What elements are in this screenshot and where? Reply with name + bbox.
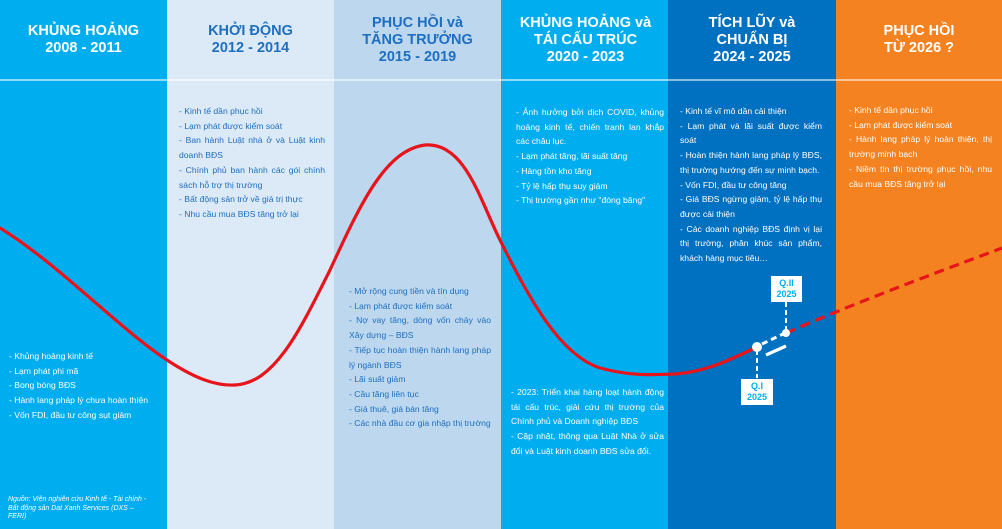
phase-bullets: - Kinh tế dần phục hồi - Lạm phát được k… bbox=[849, 103, 992, 191]
phase-header: KHỦNG HOẢNG và TÁI CẤU TRÚC 2020 - 2023 bbox=[503, 0, 668, 80]
phase-bullets: - Kinh tế vĩ mô dần cải thiện - Lạm phát… bbox=[680, 104, 822, 266]
bullet-item: - 2023: Triển khai hàng loạt hành động t… bbox=[511, 387, 664, 427]
bullet-item: - Vốn FDI, đầu tư công tăng bbox=[680, 179, 787, 190]
phase-bullets: - Kinh tế dần phục hồi - Lạm phát được k… bbox=[179, 104, 325, 222]
bullet-item: - Khủng hoảng kinh tế bbox=[9, 351, 94, 361]
phase-header: PHỤC HỒI TỪ 2026 ? bbox=[836, 0, 1002, 80]
phase-title: KHỦNG HOẢNG 2008 - 2011 bbox=[27, 23, 140, 56]
source-note: Nguồn: Viện nghiên cứu Kinh tế - Tài chí… bbox=[8, 496, 147, 520]
header-divider bbox=[0, 79, 1002, 81]
bullet-item: - Tỷ lệ hấp thụ suy giảm bbox=[516, 180, 608, 191]
phase-header: TÍCH LŨY và CHUẨN BỊ 2024 - 2025 bbox=[668, 0, 836, 80]
bullet-item: - Hoàn thiện hành lang pháp lý BĐS, thị … bbox=[680, 150, 822, 175]
phase-header: PHỤC HỒI và TĂNG TRƯỞNG 2015 - 2019 bbox=[334, 0, 501, 80]
bullet-item: - Các doanh nghiệp BĐS định vị lại thị t… bbox=[680, 223, 822, 264]
bullet-item: - Giá BĐS ngừng giảm, tỷ lệ hấp thụ được… bbox=[680, 194, 822, 219]
phase-column-2024-2025: TÍCH LŨY và CHUẨN BỊ 2024 - 2025 - Kinh … bbox=[668, 0, 836, 529]
q2-2025-label: Q.II 2025 bbox=[771, 276, 802, 302]
bullet-item: - Chính phủ ban hành các gói chính sách … bbox=[179, 164, 325, 190]
phase-column-2012-2014: KHỞI ĐỘNG 2012 - 2014 - Kinh tế dần phục… bbox=[167, 0, 334, 529]
phase-bullets: - Mở rộng cung tiền và tín dụng - Lạm ph… bbox=[349, 284, 491, 431]
bullet-item: - Lạm phát được kiểm soát bbox=[179, 120, 283, 131]
bullet-item: - Hành lang pháp lý hoàn thiện, thị trườ… bbox=[849, 134, 992, 160]
bullet-item: - Cầu tăng liên tục bbox=[349, 388, 419, 399]
q-connector-dashed bbox=[761, 332, 784, 346]
bullet-item: - Các nhà đầu cơ gia nhập thị trường bbox=[349, 418, 491, 429]
q1-2025-label: Q.I 2025 bbox=[741, 379, 773, 405]
bullet-item: - Mở rộng cung tiền và tín dụng bbox=[349, 286, 469, 296]
bullet-item: - Niềm tin thị trường phục hồi, nhu cầu … bbox=[849, 163, 992, 189]
q1-point bbox=[752, 342, 762, 352]
bullet-item: - Hàng tồn kho tăng bbox=[516, 165, 592, 176]
bullet-item: - Nợ vay tăng, dòng vốn chảy vào Xây dựn… bbox=[349, 315, 491, 341]
curve-solid bbox=[0, 143, 759, 387]
phase-title: PHỤC HỒI TỪ 2026 ? bbox=[883, 23, 955, 56]
phase-header: KHỞI ĐỘNG 2012 - 2014 bbox=[167, 0, 334, 80]
bullet-item: - Nhu cầu mua BĐS tăng trở lại bbox=[179, 208, 299, 219]
bullet-item: - Lạm phát và lãi suất được kiểm soát bbox=[680, 120, 822, 146]
phase-title: KHỞI ĐỘNG 2012 - 2014 bbox=[208, 23, 293, 56]
bullet-item: - Lạm phát tăng, lãi suất tăng bbox=[516, 151, 628, 162]
bullet-item: - Lạm phát được kiểm soát bbox=[849, 119, 953, 130]
bullet-item: - Giá thuê, giá bán tăng bbox=[349, 403, 439, 414]
bullet-item: - Thị trường gần như "đóng băng" bbox=[516, 195, 646, 206]
bullet-item: - Ảnh hưởng bởi dịch COVID, khủng hoảng … bbox=[516, 107, 664, 147]
phase-title: TÍCH LŨY và CHUẨN BỊ 2024 - 2025 bbox=[708, 14, 796, 65]
phase-bullets: - Ảnh hưởng bởi dịch COVID, khủng hoảng … bbox=[516, 105, 664, 208]
phase-column-2008-2011: KHỦNG HOẢNG 2008 - 2011 - Khủng hoảng ki… bbox=[0, 0, 167, 529]
phase-column-2026: PHỤC HỒI TỪ 2026 ? - Kinh tế dần phục hồ… bbox=[836, 0, 1002, 529]
phase-title: PHỤC HỒI và TĂNG TRƯỞNG 2015 - 2019 bbox=[362, 14, 473, 65]
phase-header: KHỦNG HOẢNG 2008 - 2011 bbox=[0, 0, 167, 80]
bullet-item: - Hành lang pháp lý chưa hoàn thiện bbox=[9, 395, 149, 406]
phase-title: KHỦNG HOẢNG và TÁI CẤU TRÚC 2020 - 2023 bbox=[519, 14, 652, 65]
bullet-item: - Vốn FDI, đầu tư công sụt giảm bbox=[9, 409, 132, 420]
curve-dashed bbox=[785, 246, 1002, 335]
bullet-item: - Cập nhật, thông qua Luật Nhà ở sửa đổi… bbox=[511, 431, 664, 456]
q-arrow bbox=[765, 344, 787, 357]
bullet-item: - Tiếp tục hoàn thiện hành lang pháp lý … bbox=[349, 344, 491, 370]
bullet-item: - Bong bóng BĐS bbox=[9, 380, 76, 391]
phase-bullets-bottom: - 2023: Triển khai hàng loạt hành động t… bbox=[511, 385, 664, 459]
phase-column-2020-2023: KHỦNG HOẢNG và TÁI CẤU TRÚC 2020 - 2023 … bbox=[501, 0, 668, 529]
phase-bullets: - Khủng hoảng kinh tế - Lạm phát phi mã … bbox=[9, 349, 164, 423]
bullet-item: - Kinh tế dần phục hồi bbox=[179, 106, 263, 116]
bullet-item: - Kinh tế dần phục hồi bbox=[849, 105, 933, 115]
q2-point bbox=[782, 329, 790, 337]
bullet-item: - Lãi suất giảm bbox=[349, 374, 406, 385]
bullet-item: - Lạm phát được kiểm soát bbox=[349, 300, 453, 311]
bullet-item: - Ban hành Luật nhà ở và Luật kinh doanh… bbox=[179, 135, 325, 161]
phase-column-2015-2019: PHỤC HỒI và TĂNG TRƯỞNG 2015 - 2019 - Mở… bbox=[334, 0, 501, 529]
bullet-item: - Bất động sản trở về giá trị thực bbox=[179, 194, 303, 205]
bullet-item: - Lạm phát phi mã bbox=[9, 365, 79, 376]
bullet-item: - Kinh tế vĩ mô dần cải thiện bbox=[680, 106, 787, 116]
